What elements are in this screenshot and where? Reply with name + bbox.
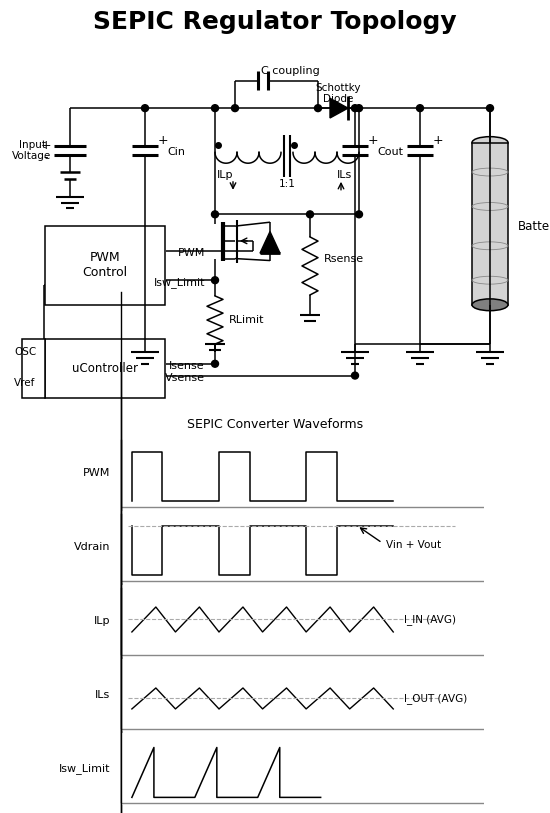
Text: ILs: ILs [95,689,110,700]
Polygon shape [330,98,348,118]
Text: ILs: ILs [337,170,352,180]
Text: +: + [41,139,51,152]
Text: ILp: ILp [94,615,110,626]
Circle shape [141,105,148,111]
Text: uController: uController [72,362,138,375]
Text: I_OUT (AVG): I_OUT (AVG) [404,693,468,704]
Text: Vin + Vout: Vin + Vout [386,541,441,550]
Text: ILp: ILp [217,170,234,180]
Text: Rsense: Rsense [324,254,364,263]
Text: I_IN (AVG): I_IN (AVG) [404,614,456,625]
Text: Isw_Limit: Isw_Limit [58,763,110,774]
Text: Isw_Limit: Isw_Limit [153,276,205,288]
Circle shape [306,211,313,218]
Ellipse shape [472,299,508,311]
Circle shape [232,105,239,111]
Bar [45,226,165,305]
Text: Battery: Battery [518,220,550,233]
Text: C coupling: C coupling [261,66,320,76]
Text: Schottky
Diode: Schottky Diode [315,83,361,104]
Text: PWM
Control: PWM Control [82,251,128,280]
Circle shape [355,211,362,218]
Polygon shape [260,232,280,253]
Circle shape [212,276,218,284]
Circle shape [315,105,322,111]
Text: Cout: Cout [377,147,403,158]
Circle shape [351,105,359,111]
Circle shape [416,105,424,111]
Text: Vref: Vref [14,378,35,389]
Text: Cin: Cin [167,147,185,158]
Text: +: + [368,134,378,147]
Circle shape [212,105,218,111]
Text: +: + [433,134,443,147]
Circle shape [351,372,359,379]
Text: SEPIC Regulator Topology: SEPIC Regulator Topology [93,10,457,33]
Text: -: - [44,150,48,163]
Text: Vdrain: Vdrain [74,541,110,552]
Ellipse shape [472,137,508,149]
Circle shape [487,105,493,111]
Text: 1:1: 1:1 [278,179,295,189]
Text: OSC: OSC [14,347,36,357]
Text: +: + [158,134,168,147]
Text: Input
Voltage: Input Voltage [12,140,52,161]
Circle shape [212,211,218,218]
Bar [472,142,508,305]
Text: PWM: PWM [178,248,205,258]
Circle shape [212,360,218,367]
Circle shape [355,105,362,111]
Text: SEPIC Converter Waveforms: SEPIC Converter Waveforms [187,418,363,431]
Bar [45,339,165,398]
Text: PWM: PWM [82,467,110,478]
Text: Vsense: Vsense [165,372,205,383]
Text: RLimit: RLimit [229,315,265,324]
Bar [22,339,45,398]
Text: Isense: Isense [169,361,205,371]
